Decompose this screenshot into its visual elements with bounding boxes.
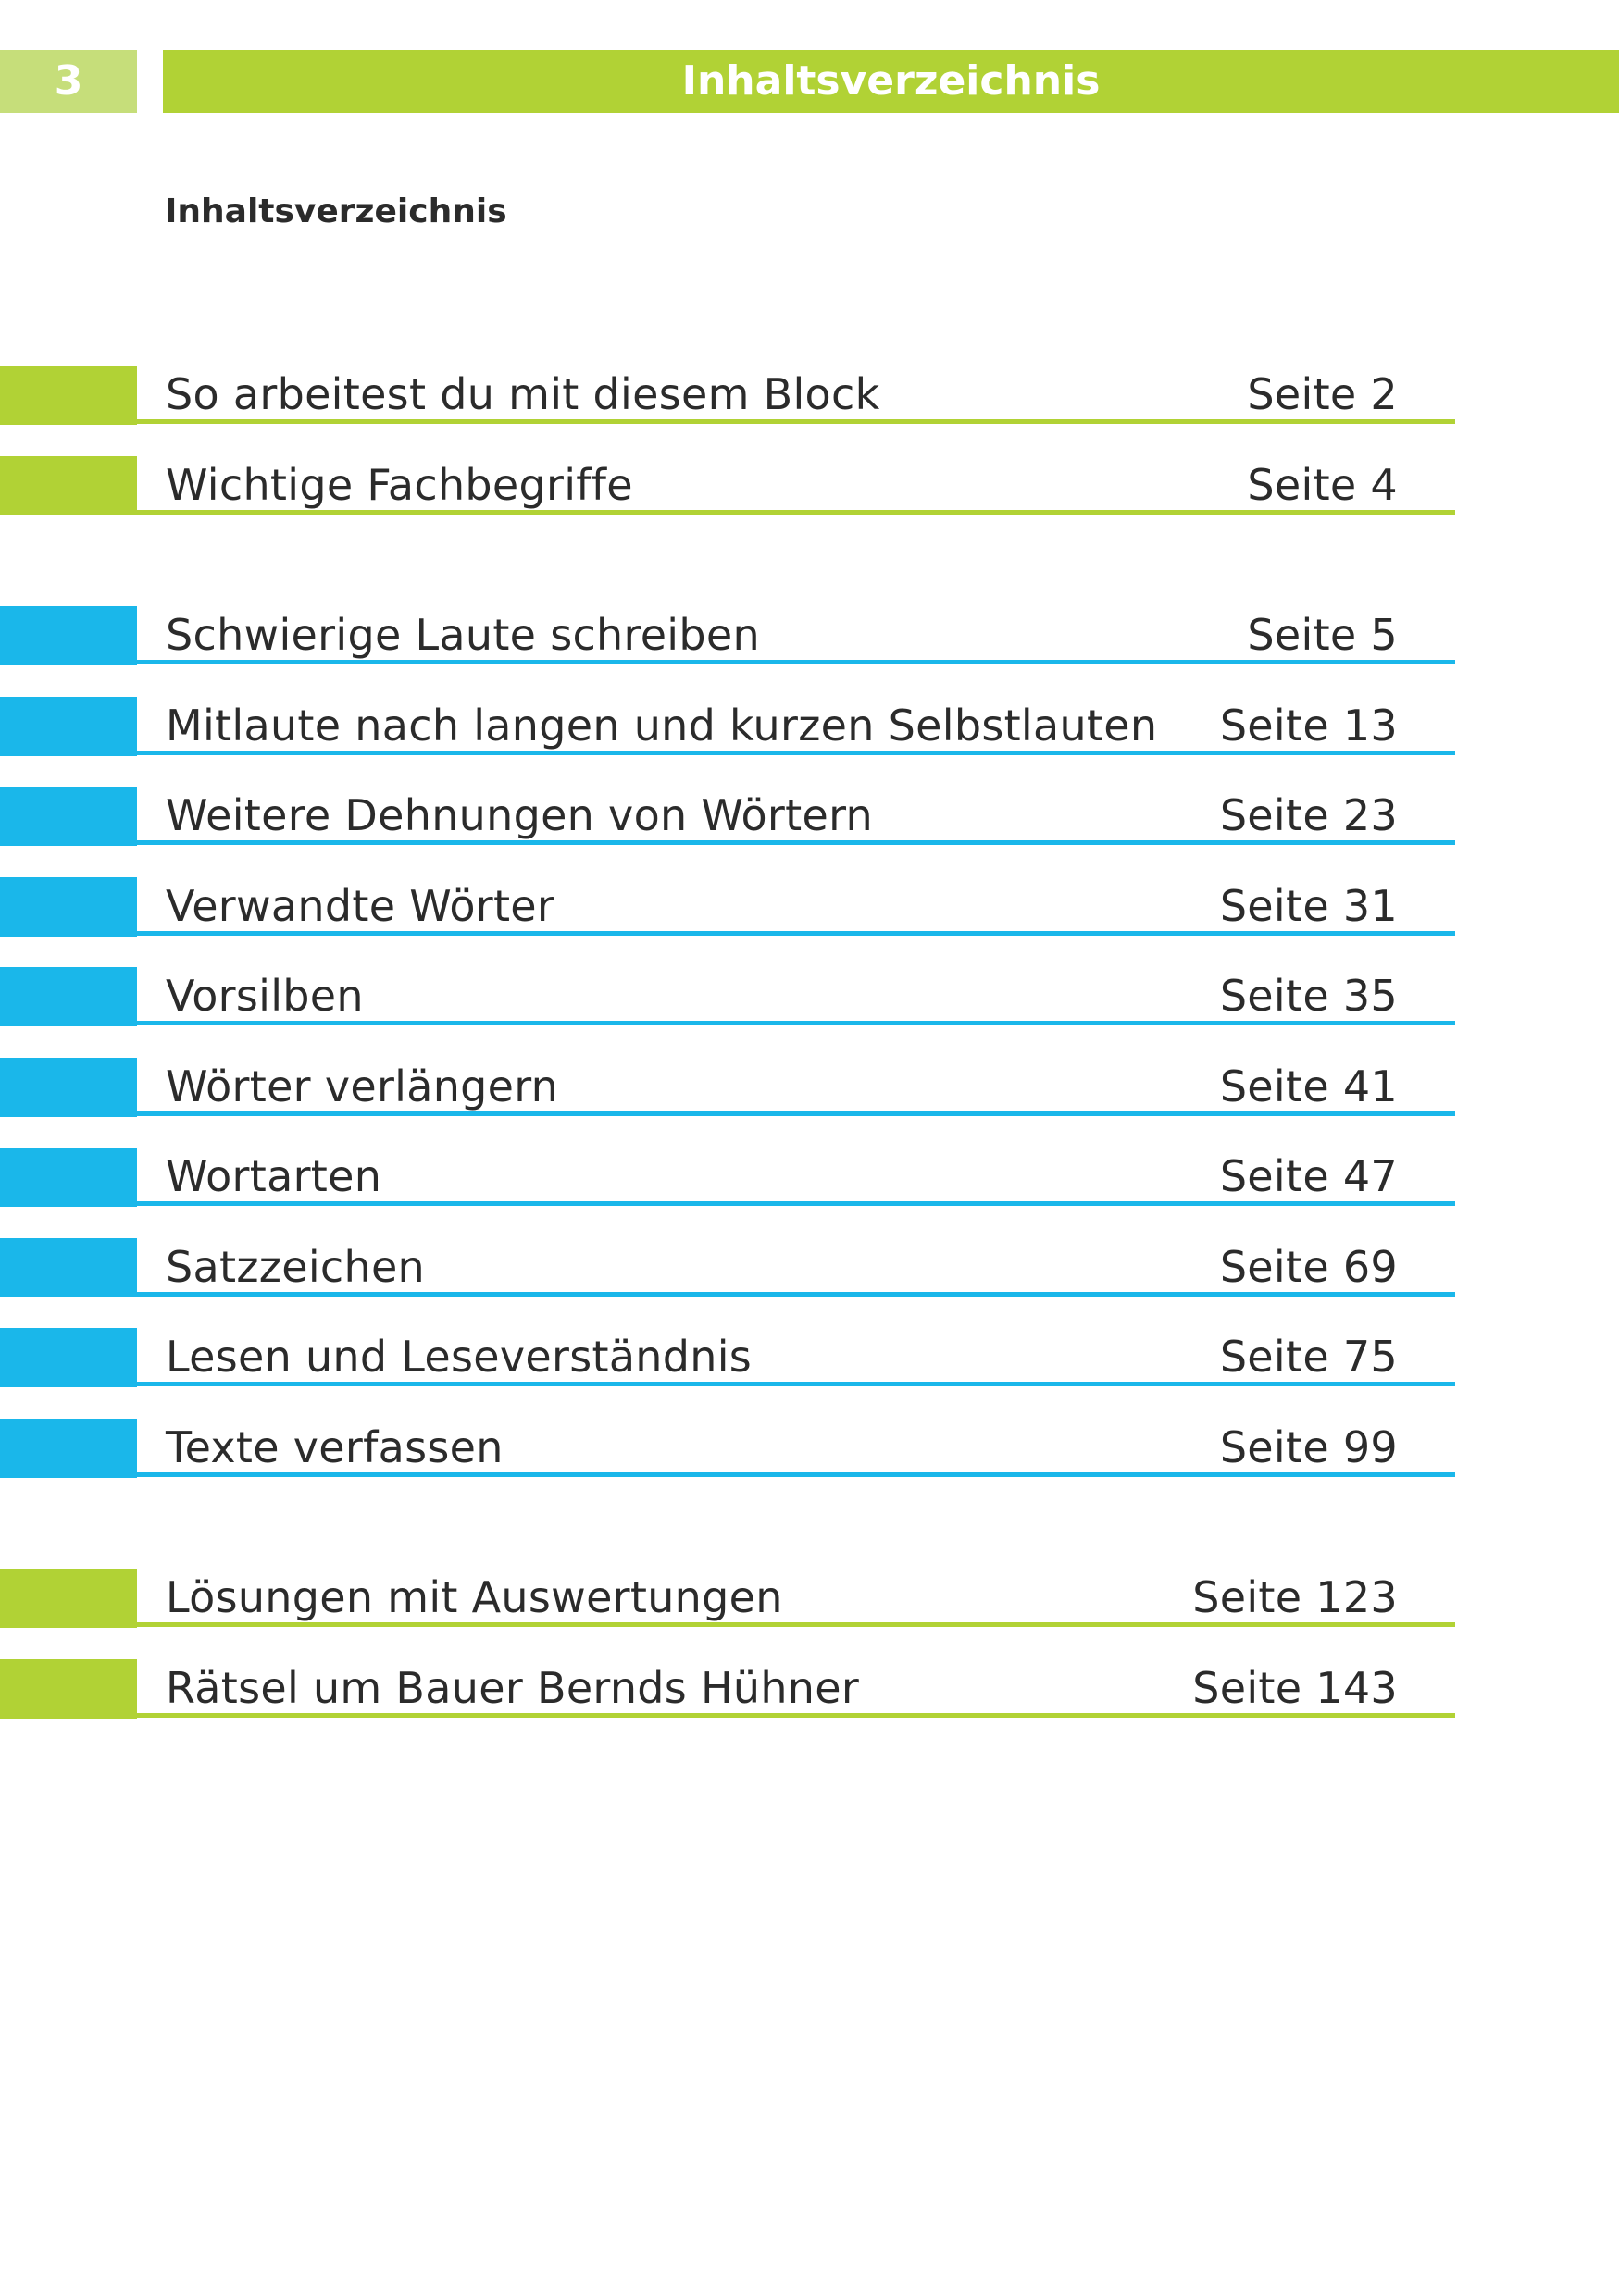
toc-divider	[137, 1712, 1455, 1718]
toc-divider	[137, 840, 1455, 845]
toc-chapters-group: Schwierige Laute schreiben Seite 5 Mitla…	[0, 576, 1619, 1478]
toc-entry-title: Texte verfassen	[166, 1421, 504, 1472]
toc-entry[interactable]: Texte verfassen Seite 99	[0, 1388, 1619, 1479]
toc-divider	[137, 1201, 1455, 1206]
toc-tab-marker	[0, 366, 137, 425]
toc-entry[interactable]: Wortarten Seite 47	[0, 1117, 1619, 1208]
toc-entry-title: Wortarten	[166, 1151, 382, 1201]
toc-entry-title: Verwandte Wörter	[166, 880, 555, 931]
toc-tab-marker	[0, 1237, 137, 1297]
toc-entry-page: Seite 2	[1247, 369, 1398, 419]
toc-entry-title: Weitere Dehnungen von Wörtern	[166, 790, 873, 840]
toc-tab-marker	[0, 967, 137, 1026]
toc-divider	[137, 750, 1455, 755]
toc-entry-title: Wichtige Fachbegriffe	[166, 459, 633, 510]
toc-divider	[137, 1382, 1455, 1386]
page-heading: Inhaltsverzeichnis	[165, 192, 507, 230]
toc-entry-title: Lesen und Leseverständnis	[166, 1332, 753, 1382]
toc-entry-page: Seite 123	[1192, 1572, 1398, 1622]
toc-intro-group: So arbeitest du mit diesem Block Seite 2…	[0, 335, 1619, 515]
toc-entry-title: Wörter verlängern	[166, 1061, 559, 1111]
toc-entry[interactable]: Vorsilben Seite 35	[0, 937, 1619, 1027]
toc-entry[interactable]: Weitere Dehnungen von Wörtern Seite 23	[0, 756, 1619, 847]
toc-entry-page: Seite 4	[1247, 459, 1398, 510]
toc-tab-marker	[0, 1148, 137, 1207]
toc-entry[interactable]: Lösungen mit Auswertungen Seite 123	[0, 1538, 1619, 1629]
toc-entry-title: Vorsilben	[166, 971, 364, 1021]
toc-entry[interactable]: So arbeitest du mit diesem Block Seite 2	[0, 335, 1619, 426]
toc-entry-title: Rätsel um Bauer Bernds Hühner	[166, 1662, 860, 1713]
toc-entry[interactable]: Mitlaute nach langen und kurzen Selbstla…	[0, 666, 1619, 757]
toc-divider	[137, 660, 1455, 664]
toc-appendix-group: Lösungen mit Auswertungen Seite 123 Räts…	[0, 1538, 1619, 1719]
toc-divider	[137, 509, 1455, 515]
toc-entry-title: Lösungen mit Auswertungen	[166, 1572, 783, 1622]
toc-entry[interactable]: Rätsel um Bauer Bernds Hühner Seite 143	[0, 1629, 1619, 1719]
toc-tab-marker	[0, 1057, 137, 1117]
toc-tab-marker	[0, 606, 137, 665]
toc-tab-marker	[0, 696, 137, 756]
toc-tab-marker	[0, 1569, 137, 1628]
toc-entry[interactable]: Lesen und Leseverständnis Seite 75	[0, 1297, 1619, 1388]
toc-entry-page: Seite 31	[1219, 880, 1398, 931]
toc-divider	[137, 1021, 1455, 1025]
toc-entry-page: Seite 47	[1219, 1151, 1398, 1201]
page-number: 3	[0, 50, 137, 113]
toc-divider	[137, 1622, 1455, 1627]
toc-divider	[137, 930, 1455, 936]
toc-entry-page: Seite 69	[1219, 1241, 1398, 1292]
toc-divider	[137, 1291, 1455, 1297]
toc-entry-page: Seite 13	[1219, 700, 1398, 751]
toc-entry-page: Seite 75	[1219, 1332, 1398, 1382]
toc-entry[interactable]: Verwandte Wörter Seite 31	[0, 847, 1619, 937]
toc-tab-marker	[0, 787, 137, 846]
toc-tab-marker	[0, 876, 137, 937]
toc-entry[interactable]: Schwierige Laute schreiben Seite 5	[0, 576, 1619, 666]
toc-entry-page: Seite 41	[1219, 1061, 1398, 1111]
toc-entry-page: Seite 35	[1219, 971, 1398, 1021]
toc-entry-page: Seite 143	[1192, 1662, 1398, 1713]
toc-entry-title: So arbeitest du mit diesem Block	[166, 369, 880, 419]
toc-entry[interactable]: Satzzeichen Seite 69	[0, 1208, 1619, 1298]
toc-divider	[137, 1471, 1455, 1477]
toc-divider	[137, 1111, 1455, 1116]
toc-entry[interactable]: Wichtige Fachbegriffe Seite 4	[0, 426, 1619, 516]
toc-entry-title: Satzzeichen	[166, 1241, 425, 1292]
toc-tab-marker	[0, 1658, 137, 1719]
toc-divider	[137, 419, 1455, 424]
toc-entry-title: Mitlaute nach langen und kurzen Selbstla…	[166, 700, 1158, 751]
toc-tab-marker	[0, 455, 137, 515]
toc-entry-page: Seite 23	[1219, 790, 1398, 840]
toc-tab-marker	[0, 1418, 137, 1478]
toc-entry-page: Seite 99	[1219, 1421, 1398, 1472]
toc-entry[interactable]: Wörter verlängern Seite 41	[0, 1027, 1619, 1118]
toc-entry-title: Schwierige Laute schreiben	[166, 610, 760, 660]
toc-tab-marker	[0, 1328, 137, 1387]
toc-entry-page: Seite 5	[1247, 610, 1398, 660]
header-title: Inhaltsverzeichnis	[163, 50, 1619, 113]
